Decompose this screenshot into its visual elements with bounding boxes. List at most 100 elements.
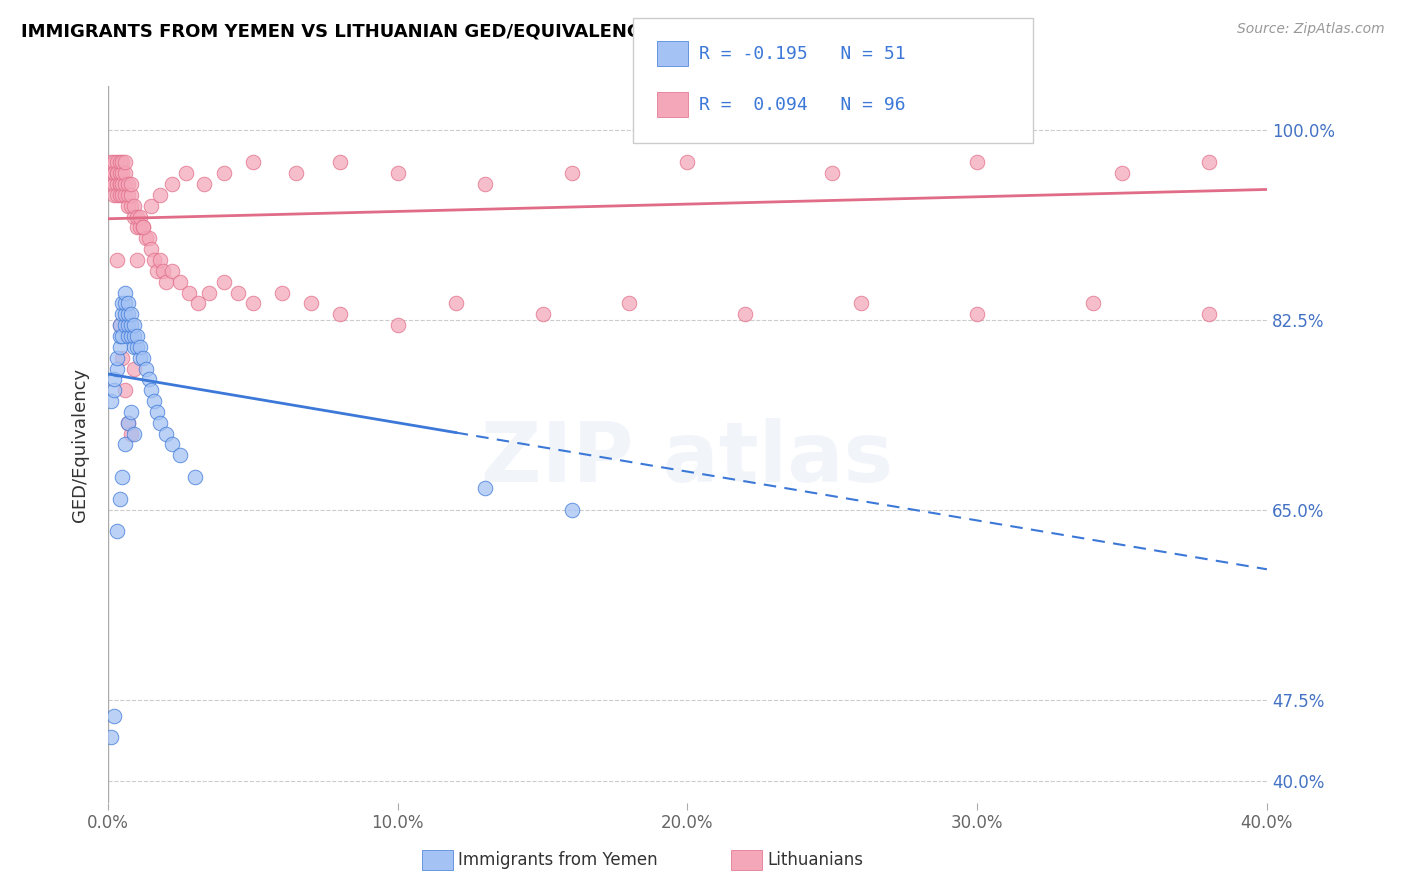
Point: [108, 340, 131, 354]
Point: [149, 416, 172, 430]
Point: [100, 731, 122, 745]
Point: [242, 296, 264, 310]
Point: [122, 199, 145, 213]
Point: [212, 275, 235, 289]
Point: [120, 177, 142, 191]
Point: [132, 351, 155, 365]
Point: [105, 252, 128, 267]
Point: [160, 177, 183, 191]
Point: [474, 481, 496, 495]
Point: [193, 177, 215, 191]
Point: [138, 231, 160, 245]
Point: [100, 394, 122, 409]
Point: [387, 318, 409, 332]
Point: [174, 166, 197, 180]
Point: [734, 307, 756, 321]
Point: [111, 177, 134, 191]
Point: [108, 166, 131, 180]
Point: [125, 220, 148, 235]
Point: [1111, 166, 1133, 180]
Text: ZIP atlas: ZIP atlas: [481, 418, 894, 500]
Text: IMMIGRANTS FROM YEMEN VS LITHUANIAN GED/EQUIVALENCY CORRELATION CHART: IMMIGRANTS FROM YEMEN VS LITHUANIAN GED/…: [21, 22, 875, 40]
Point: [122, 426, 145, 441]
Y-axis label: GED/Equivalency: GED/Equivalency: [72, 368, 89, 522]
Point: [122, 361, 145, 376]
Point: [114, 285, 136, 300]
Point: [285, 166, 308, 180]
Point: [143, 394, 166, 409]
Point: [160, 264, 183, 278]
Point: [117, 177, 139, 191]
Point: [1198, 307, 1220, 321]
Point: [105, 166, 128, 180]
Point: [212, 166, 235, 180]
Point: [108, 491, 131, 506]
Text: R = -0.195   N = 51: R = -0.195 N = 51: [699, 45, 905, 62]
Point: [141, 383, 163, 397]
Point: [108, 177, 131, 191]
Point: [184, 470, 207, 484]
Point: [105, 187, 128, 202]
Point: [120, 405, 142, 419]
Point: [103, 166, 125, 180]
Point: [120, 318, 142, 332]
Point: [122, 329, 145, 343]
Point: [108, 187, 131, 202]
Point: [105, 351, 128, 365]
Text: Source: ZipAtlas.com: Source: ZipAtlas.com: [1237, 22, 1385, 37]
Text: Immigrants from Yemen: Immigrants from Yemen: [458, 851, 658, 869]
Point: [966, 307, 988, 321]
Point: [135, 231, 157, 245]
Point: [120, 329, 142, 343]
Point: [138, 372, 160, 386]
Point: [169, 448, 191, 462]
Point: [103, 187, 125, 202]
Point: [120, 307, 142, 321]
Point: [114, 296, 136, 310]
Point: [117, 318, 139, 332]
Point: [152, 264, 174, 278]
Point: [111, 166, 134, 180]
Point: [125, 340, 148, 354]
Point: [111, 307, 134, 321]
Point: [111, 470, 134, 484]
Point: [329, 155, 352, 169]
Point: [821, 166, 844, 180]
Point: [105, 155, 128, 169]
Point: [966, 155, 988, 169]
Point: [103, 372, 125, 386]
Point: [155, 275, 177, 289]
Point: [103, 708, 125, 723]
Point: [387, 166, 409, 180]
Point: [444, 296, 467, 310]
Point: [474, 177, 496, 191]
Point: [141, 199, 163, 213]
Point: [114, 437, 136, 451]
Point: [114, 155, 136, 169]
Point: [187, 296, 209, 310]
Point: [100, 177, 122, 191]
Point: [531, 307, 554, 321]
Point: [117, 416, 139, 430]
Point: [128, 210, 150, 224]
Point: [108, 177, 131, 191]
Point: [111, 187, 134, 202]
Point: [146, 405, 169, 419]
Point: [1198, 155, 1220, 169]
Point: [105, 177, 128, 191]
Point: [108, 318, 131, 332]
Point: [105, 524, 128, 539]
Point: [122, 318, 145, 332]
Point: [108, 329, 131, 343]
Point: [155, 426, 177, 441]
Point: [1081, 296, 1104, 310]
Point: [228, 285, 250, 300]
Point: [117, 199, 139, 213]
Point: [619, 296, 641, 310]
Point: [160, 437, 183, 451]
Point: [103, 383, 125, 397]
Point: [114, 318, 136, 332]
Point: [270, 285, 292, 300]
Point: [198, 285, 221, 300]
Point: [242, 155, 264, 169]
